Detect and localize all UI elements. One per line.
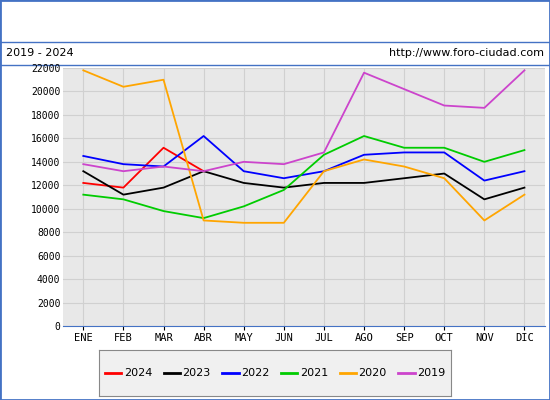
Text: Evolucion Nº Turistas Nacionales en el municipio de Lorca: Evolucion Nº Turistas Nacionales en el m… [58, 14, 492, 28]
Text: 2022: 2022 [241, 368, 270, 378]
Text: 2023: 2023 [182, 368, 211, 378]
Text: 2019 - 2024: 2019 - 2024 [6, 48, 73, 58]
Text: 2021: 2021 [300, 368, 328, 378]
Text: 2024: 2024 [124, 368, 152, 378]
Text: http://www.foro-ciudad.com: http://www.foro-ciudad.com [389, 48, 544, 58]
Text: 2019: 2019 [417, 368, 445, 378]
Text: 2020: 2020 [358, 368, 387, 378]
